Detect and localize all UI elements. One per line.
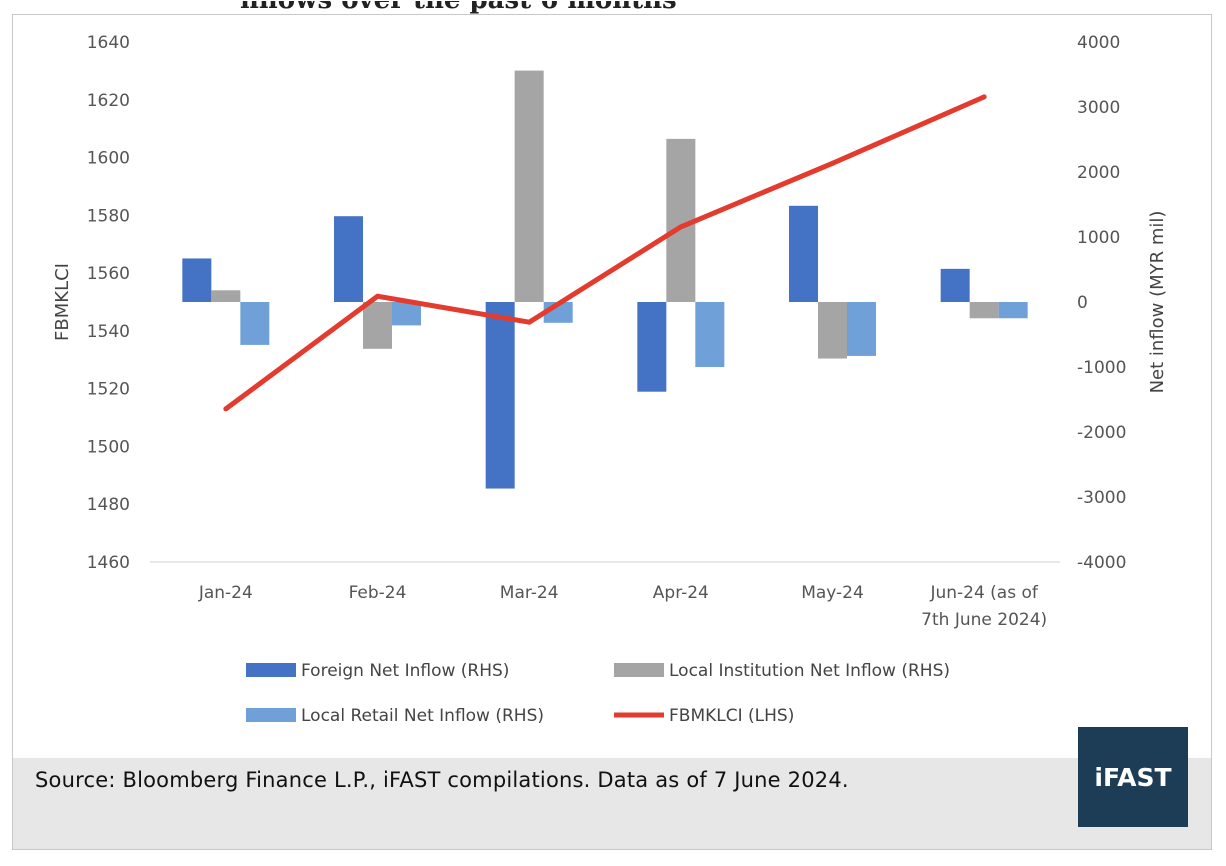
legend-label: Foreign Net Inflow (RHS)	[301, 661, 509, 681]
right-tick-label: -2000	[1077, 423, 1126, 443]
right-tick-label: -1000	[1077, 358, 1126, 378]
source-note: Source: Bloomberg Finance L.P., iFAST co…	[35, 768, 849, 792]
legend-label: Local Retail Net Inflow (RHS)	[301, 706, 544, 726]
top-title-fragment: nflows over the past 6 months	[0, 0, 1226, 14]
left-tick-label: 1560	[87, 264, 130, 284]
right-tick-label: 3000	[1077, 98, 1120, 118]
bar-3-jan-24	[240, 302, 270, 345]
right-axis-title: Net inflow (MYR mil)	[1147, 211, 1168, 394]
bar-1-jan-24	[182, 258, 212, 302]
left-tick-label: 1500	[87, 437, 130, 457]
right-tick-label: 1000	[1077, 228, 1120, 248]
left-tick-label: 1580	[87, 206, 130, 226]
right-tick-label: 4000	[1077, 33, 1120, 53]
category-label: Feb-24	[349, 583, 407, 603]
category-label: Jun-24 (as of	[929, 583, 1038, 603]
fbmklci-point	[830, 160, 835, 166]
category-label: Apr-24	[653, 583, 709, 603]
fbmklci-point	[375, 293, 380, 299]
bar-3-feb-24	[392, 302, 421, 326]
chart: 1640 1620 1600 1580 1560 1540 1520 1500 1480 1460…	[52, 33, 1168, 726]
category-label: May-24	[801, 583, 864, 603]
legend-swatch	[614, 663, 664, 677]
left-tick-label: 1600	[87, 149, 130, 169]
fbmklci-point	[223, 406, 229, 412]
bar-2-may-24	[818, 302, 847, 359]
legend-swatch	[246, 708, 296, 722]
bar-3-jun-24	[998, 302, 1028, 319]
bar-1-may-24	[789, 205, 818, 302]
legend-label: FBMKLCI (LHS)	[669, 706, 794, 726]
bar-2-mar-24	[514, 70, 544, 302]
chart-frame	[12, 14, 1212, 850]
fbmklci-point	[526, 319, 532, 325]
left-tick-label: 1460	[87, 553, 130, 573]
right-tick-label: -4000	[1077, 553, 1126, 573]
logo-text: iFAST	[1094, 762, 1172, 792]
left-tick-label: 1620	[87, 91, 130, 111]
bar-1-feb-24	[334, 216, 363, 302]
ifast-logo: iFAST	[1078, 727, 1188, 827]
bar-2-jan-24	[211, 290, 241, 302]
partial-title: nflows over the past 6 months	[240, 1, 677, 14]
legend-swatch	[246, 663, 296, 677]
bar-2-feb-24	[363, 302, 392, 349]
footer: Source: Bloomberg Finance L.P., iFAST co…	[13, 758, 1211, 849]
left-tick-label: 1540	[87, 322, 130, 342]
left-tick-label: 1480	[87, 495, 130, 515]
fbmklci-point	[678, 224, 684, 230]
legend-label: Local Institution Net Inflow (RHS)	[669, 661, 950, 681]
left-tick-label: 1640	[87, 33, 130, 53]
bar-1-mar-24	[485, 302, 515, 489]
category-label: Mar-24	[500, 583, 559, 603]
left-axis-title: FBMKLCI	[52, 263, 73, 341]
right-tick-label: -3000	[1077, 488, 1126, 508]
category-label: Jan-24	[198, 583, 253, 603]
bar-3-apr-24	[695, 302, 725, 367]
right-tick-label: 2000	[1077, 163, 1120, 183]
bar-2-jun-24	[969, 302, 999, 319]
bar-1-jun-24	[940, 268, 970, 302]
right-tick-label: 0	[1077, 293, 1088, 313]
left-tick-label: 1520	[87, 380, 130, 400]
bar-3-may-24	[847, 302, 876, 356]
bar-1-apr-24	[637, 302, 667, 392]
category-label: 7th June 2024)	[921, 610, 1047, 630]
fbmklci-point	[981, 94, 987, 100]
fbmklci-line	[224, 94, 986, 411]
